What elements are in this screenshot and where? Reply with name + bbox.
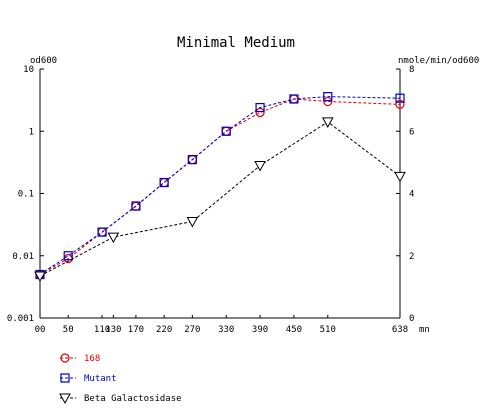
x-tick-label: 220	[156, 325, 172, 335]
data-point	[107, 232, 120, 244]
series-line	[39, 121, 401, 277]
legend-marker	[59, 393, 71, 405]
data-point	[395, 99, 405, 109]
left-tick-label: 1	[29, 127, 34, 137]
right-tick-label: 4	[409, 190, 414, 200]
data-point	[321, 117, 334, 128]
x-tick-label: 130	[105, 325, 121, 335]
chart-title: Minimal Medium	[177, 35, 295, 51]
right-tick-label: 0	[409, 314, 414, 324]
data-point	[289, 94, 299, 104]
data-point	[255, 107, 265, 118]
left-tick-label: 0.01	[12, 252, 34, 262]
data-point	[323, 96, 333, 107]
series-2	[34, 117, 406, 283]
right-tick-label: 6	[409, 127, 414, 137]
x-tick-label: 50	[63, 325, 74, 335]
x-tick-label: 00	[35, 325, 46, 335]
x-tick-label: 330	[218, 325, 234, 335]
data-point	[97, 227, 107, 237]
data-point	[255, 102, 265, 113]
legend-marker	[60, 373, 70, 383]
x-tick-label: 450	[286, 325, 302, 335]
left-tick-label: 0.001	[7, 314, 34, 324]
data-point	[159, 177, 169, 188]
right-tick-label: 8	[409, 65, 414, 75]
right-axis-title: nmole/min/od600	[398, 56, 479, 66]
data-point	[394, 171, 406, 183]
data-point	[323, 92, 333, 102]
series-0	[35, 94, 405, 280]
legend-label: Beta Galactosidase	[84, 394, 182, 404]
left-tick-label: 10	[23, 65, 34, 75]
series-line	[39, 98, 401, 275]
x-tick-label: 510	[320, 325, 336, 335]
legend: 168 Mutant Beta Galactosidase	[59, 353, 182, 405]
x-tick-label: 638	[392, 325, 408, 335]
legend-label: Mutant	[84, 374, 117, 384]
legend-item: Mutant	[60, 373, 117, 384]
data-point	[186, 217, 199, 228]
axes	[39, 69, 401, 319]
data-point	[395, 93, 405, 103]
data-point	[254, 160, 266, 172]
series-1	[35, 92, 405, 280]
legend-marker	[60, 353, 70, 363]
legend-item: Beta Galactosidase	[59, 393, 182, 405]
data-point	[34, 271, 46, 283]
x-unit-label: mn	[419, 325, 430, 335]
x-tick-label: 270	[184, 325, 200, 335]
x-tick-label: 170	[128, 325, 144, 335]
x-tick-label: 390	[252, 325, 268, 335]
left-tick-label: 0.1	[18, 190, 34, 200]
legend-label: 168	[84, 354, 100, 364]
x-tick-label: 110	[94, 325, 110, 335]
left-axis-title: od600	[30, 56, 57, 66]
series-line	[39, 96, 401, 275]
right-tick-label: 2	[409, 252, 414, 262]
data-point	[63, 251, 73, 261]
series-layer	[34, 92, 406, 283]
legend-item: 168	[60, 353, 100, 364]
data-point	[131, 201, 141, 211]
data-point	[187, 155, 197, 165]
data-point	[221, 126, 231, 136]
